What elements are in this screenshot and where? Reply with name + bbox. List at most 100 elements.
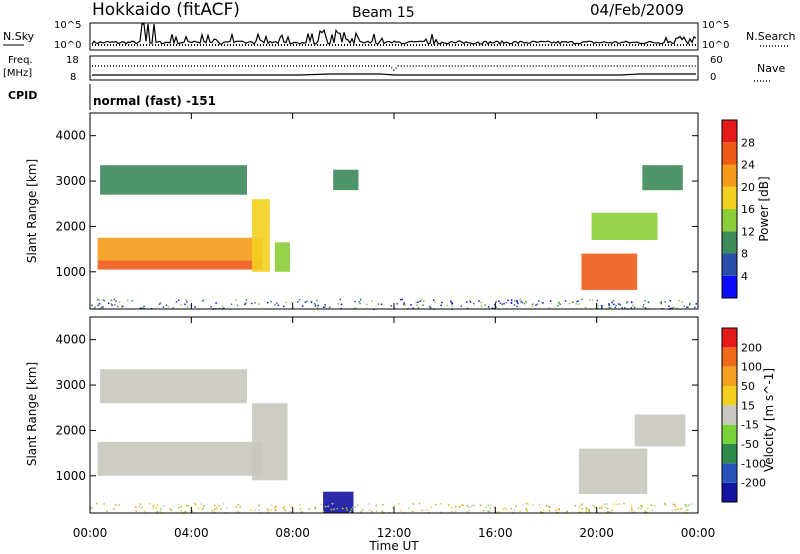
power-colorbar-tick: 28: [741, 136, 755, 149]
power-speckle: [549, 300, 552, 302]
power-ytick-label: 4000: [55, 129, 86, 143]
power-speckle: [584, 306, 587, 309]
power-region-2: [97, 260, 263, 270]
power-speckle: [633, 306, 636, 309]
velocity-speckle: [90, 507, 92, 510]
velocity-speckle: [502, 508, 504, 510]
velocity-speckle: [95, 502, 98, 505]
power-speckle: [245, 302, 247, 304]
power-ytick-label: 1000: [55, 265, 86, 279]
velocity-speckle: [581, 504, 583, 506]
power-speckle: [412, 307, 414, 309]
power-speckle: [450, 302, 453, 304]
power-speckle: [576, 300, 578, 303]
velocity-speckle: [490, 504, 492, 506]
nsearch-tick-bottom: 10^0: [702, 40, 729, 51]
velocity-speckle: [581, 503, 583, 505]
power-speckle: [507, 299, 509, 302]
velocity-colorbar-tick: 200: [741, 341, 762, 354]
velocity-speckle: [487, 510, 489, 512]
power-colorbar-swatch: [722, 231, 737, 254]
nsky-tick-bottom: 10^0: [54, 40, 81, 51]
power-speckle: [681, 301, 684, 303]
velocity-speckle: [684, 504, 687, 506]
velocity-speckle: [685, 505, 687, 507]
power-speckle: [251, 302, 253, 305]
velocity-speckle: [266, 508, 269, 510]
velocity-region-5: [634, 414, 686, 447]
velocity-speckle: [542, 509, 545, 512]
velocity-speckle: [628, 511, 630, 513]
velocity-speckle: [519, 510, 521, 512]
power-colorbar-swatch: [722, 209, 737, 232]
power-speckle: [519, 298, 521, 301]
power-colorbar-tick: 16: [741, 203, 755, 216]
power-speckle: [103, 299, 106, 302]
power-speckle: [172, 307, 174, 309]
power-speckle: [377, 303, 380, 305]
power-speckle: [538, 300, 540, 302]
power-speckle: [664, 301, 666, 303]
nsearch-tick-top: 10^5: [702, 20, 729, 31]
power-speckle: [568, 302, 571, 305]
power-speckle: [417, 301, 419, 303]
velocity-speckle: [585, 511, 587, 514]
power-speckle: [328, 306, 331, 309]
velocity-colorbar-label: Velocity [m s^-1]: [762, 368, 776, 472]
power-speckle: [126, 299, 129, 302]
power-colorbar-swatch: [722, 275, 737, 299]
velocity-speckle: [538, 504, 541, 506]
date-label: 04/Feb/2009: [590, 1, 684, 19]
power-speckle: [519, 301, 522, 303]
velocity-speckle: [211, 509, 213, 512]
velocity-speckle: [239, 506, 241, 508]
power-speckle: [460, 305, 462, 307]
velocity-speckle: [186, 504, 188, 507]
power-speckle: [632, 304, 634, 307]
power-speckle: [525, 301, 527, 303]
velocity-speckle: [352, 506, 354, 508]
power-speckle: [177, 299, 180, 301]
velocity-speckle: [448, 504, 450, 506]
velocity-speckle: [630, 507, 633, 510]
velocity-speckle: [558, 509, 561, 511]
velocity-speckle: [488, 510, 490, 513]
power-speckle: [428, 305, 431, 308]
velocity-speckle: [91, 507, 94, 509]
velocity-speckle: [674, 505, 677, 508]
power-speckle: [415, 301, 417, 304]
power-speckle: [615, 304, 617, 307]
velocity-speckle: [274, 507, 276, 509]
velocity-speckle: [522, 504, 524, 506]
power-speckle: [100, 306, 103, 308]
velocity-region-1: [97, 441, 263, 476]
velocity-speckle: [482, 509, 485, 512]
power-speckle: [301, 305, 304, 307]
power-region-6: [581, 253, 638, 290]
power-speckle: [283, 305, 285, 308]
power-colorbar-swatch: [722, 120, 737, 143]
velocity-speckle: [103, 503, 105, 505]
velocity-speckle: [267, 509, 270, 512]
power-speckle: [535, 304, 537, 306]
velocity-colorbar-swatch: [722, 444, 737, 464]
power-speckle: [139, 307, 142, 310]
velocity-speckle: [598, 507, 601, 509]
power-speckle: [642, 304, 645, 306]
power-speckle: [673, 306, 675, 308]
velocity-ytick-label: 2000: [55, 423, 86, 437]
power-speckle: [441, 301, 443, 304]
power-speckle: [578, 303, 580, 306]
velocity-colorbar-tick: 15: [741, 399, 755, 412]
velocity-speckle: [152, 505, 155, 507]
velocity-speckle: [237, 504, 240, 506]
velocity-speckle: [203, 505, 205, 507]
velocity-speckle: [686, 509, 689, 511]
velocity-speckle: [473, 504, 475, 506]
power-speckle: [495, 301, 497, 303]
velocity-speckle: [275, 505, 277, 508]
power-speckle: [626, 301, 628, 303]
velocity-speckle: [213, 511, 216, 513]
velocity-colorbar-swatch: [722, 463, 737, 483]
power-speckle: [624, 307, 626, 309]
